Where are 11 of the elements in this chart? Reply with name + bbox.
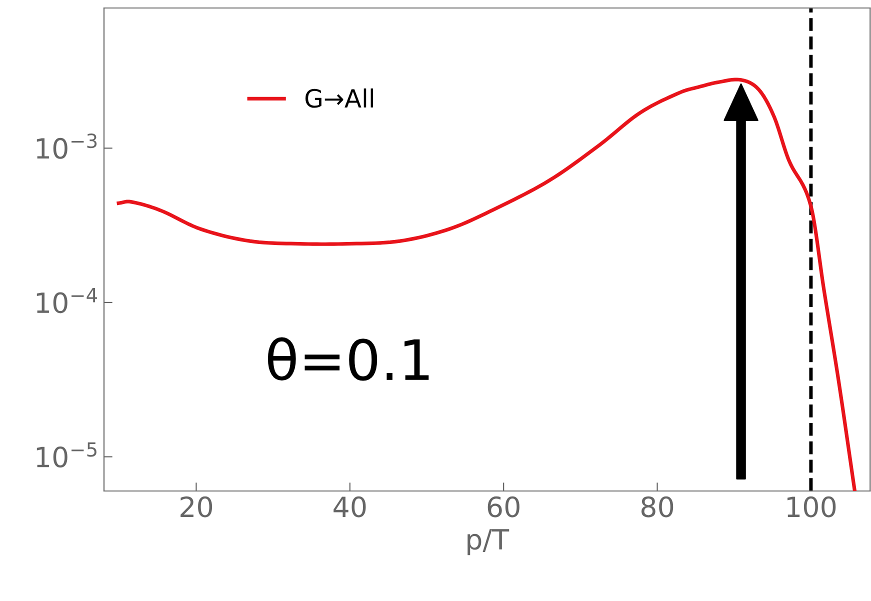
x-tick-label: 20 xyxy=(180,496,212,518)
x-tick-label: 100 xyxy=(788,496,836,518)
x-tick-label: 40 xyxy=(334,496,366,518)
legend-label: G→All xyxy=(305,88,374,108)
y-tick-label: 10$^{−4}$ xyxy=(36,288,98,314)
x-tick-label: 80 xyxy=(641,496,674,518)
x-tick-label: 60 xyxy=(488,496,520,518)
x-axis-title: p/T xyxy=(468,529,510,556)
y-tick-label: 10$^{−5}$ xyxy=(36,442,96,468)
annotation: θ=0.1 xyxy=(268,337,429,381)
y-tick-label: 10$^{−3}$ xyxy=(36,133,97,159)
